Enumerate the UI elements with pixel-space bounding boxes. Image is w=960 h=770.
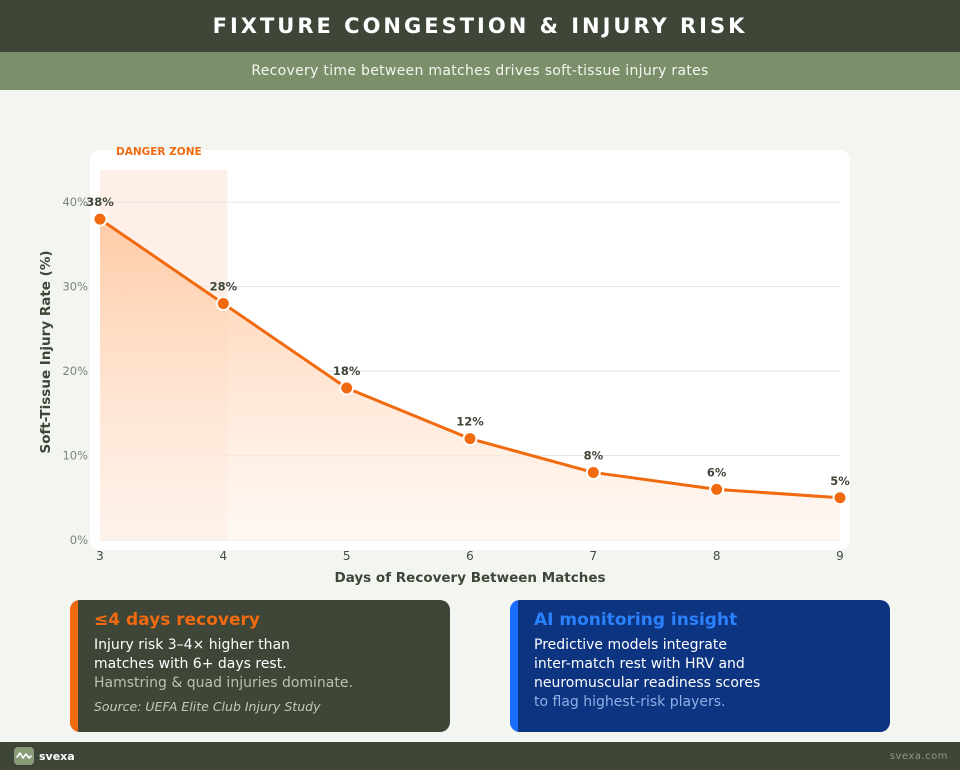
page-title: FIXTURE CONGESTION & INJURY RISK	[212, 14, 748, 38]
card-text-line: inter-match rest with HRV and	[534, 656, 745, 672]
card-text-line: matches with 6+ days rest.	[94, 656, 287, 672]
x-tick-label: 7	[590, 549, 598, 563]
danger-zone-label: DANGER ZONE	[116, 146, 202, 158]
y-tick-label: 0%	[70, 533, 88, 547]
card-accent-bar	[70, 600, 78, 732]
injury-risk-chart: DANGER ZONE 38% 28% 18% 12% 8% 6% 5% 0% 10% 20% 3…	[38, 146, 850, 586]
data-label: 38%	[86, 195, 114, 209]
y-tick-label: 40%	[62, 195, 88, 209]
data-point	[832, 490, 848, 506]
card-accent-bar	[510, 600, 518, 732]
x-tick-label: 9	[836, 549, 844, 563]
x-axis-title: Days of Recovery Between Matches	[334, 570, 605, 586]
page-subtitle: Recovery time between matches drives sof…	[251, 63, 709, 79]
area-fill	[100, 219, 840, 540]
y-tick-label: 30%	[62, 280, 88, 294]
y-tick-label: 20%	[62, 364, 88, 378]
x-tick-label: 5	[343, 549, 351, 563]
card-text-line: Predictive models integrate	[534, 637, 727, 653]
data-label: 8%	[584, 448, 604, 462]
card-title: AI monitoring insight	[534, 610, 738, 630]
subheader-bar: Recovery time between matches drives sof…	[0, 52, 960, 90]
data-point	[215, 296, 231, 312]
data-label: 6%	[707, 465, 727, 479]
card-text-line: Hamstring & quad injuries dominate.	[94, 675, 353, 691]
data-label: 28%	[210, 280, 238, 294]
x-tick-label: 8	[713, 549, 721, 563]
data-point	[585, 464, 601, 480]
footer-bar: svexa svexa.com	[0, 742, 960, 770]
waveform-icon	[14, 747, 34, 765]
card-source: Source: UEFA Elite Club Injury Study	[94, 699, 321, 714]
y-axis-title: Soft-Tissue Injury Rate (%)	[38, 250, 54, 453]
data-label: 12%	[456, 415, 484, 429]
danger-insight-card: ≤4 days recovery Injury risk 3–4× higher…	[70, 600, 450, 732]
x-tick-label: 4	[220, 549, 228, 563]
data-point	[709, 481, 725, 497]
site-link[interactable]: svexa.com	[889, 750, 948, 762]
header-bar: FIXTURE CONGESTION & INJURY RISK	[0, 0, 960, 52]
card-text-line: to flag highest-risk players.	[534, 694, 726, 710]
card-text-line: Injury risk 3–4× higher than	[94, 637, 290, 653]
card-title: ≤4 days recovery	[94, 610, 260, 630]
ai-insight-card: AI monitoring insight Predictive models …	[510, 600, 890, 732]
x-tick-label: 6	[466, 549, 474, 563]
brand-name: svexa	[39, 749, 75, 763]
data-point	[462, 431, 478, 447]
brand[interactable]: svexa	[14, 747, 75, 765]
data-label: 18%	[333, 364, 361, 378]
data-point	[339, 380, 355, 396]
data-label: 5%	[830, 474, 850, 488]
card-text-line: neuromuscular readiness scores	[534, 675, 761, 691]
data-point	[92, 211, 108, 227]
x-tick-label: 3	[96, 549, 104, 563]
y-tick-label: 10%	[62, 449, 88, 463]
